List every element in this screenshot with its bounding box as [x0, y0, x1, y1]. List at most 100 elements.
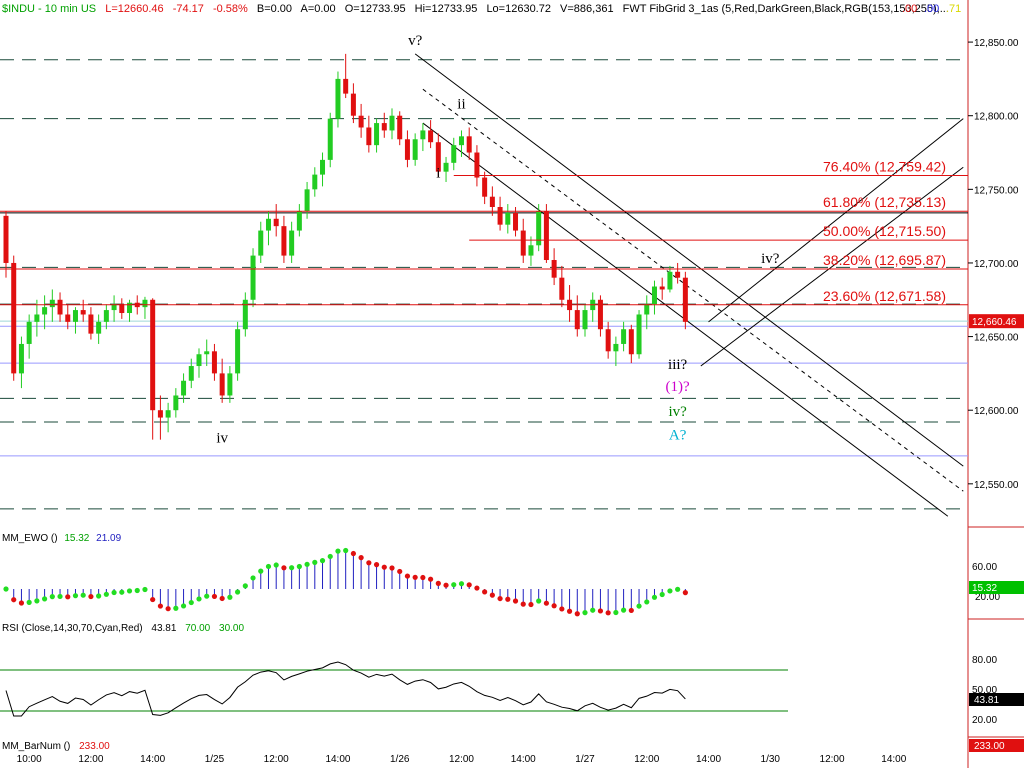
candle-body-79 [613, 343, 619, 352]
ewo-dot-87 [675, 586, 681, 592]
candle-body-50 [389, 115, 395, 131]
candle-body-30 [235, 329, 241, 374]
ewo-dot-17 [134, 587, 140, 594]
ewo-tick-20: 20.00 [975, 592, 1000, 603]
ewo-dot-36 [281, 565, 287, 571]
candle-body-0 [3, 215, 9, 263]
ewo-dot-58 [451, 582, 457, 588]
header-tail1: .00 [902, 3, 917, 15]
candle-body-63 [489, 196, 495, 208]
candle-body-34 [265, 218, 271, 231]
ewo-dot-18 [142, 586, 148, 593]
ewo-dot-6 [49, 594, 55, 600]
rsi-name: RSI (Close,14,30,70,Cyan,Red) [2, 623, 143, 634]
candle-body-70 [543, 211, 549, 261]
ewo-dot-49 [381, 564, 387, 570]
ewo-last-box [969, 581, 1024, 594]
fib-labels: 76.40% (12,759.42) 61.80% (12,735.13) 50.0… [0, 158, 968, 306]
wave-label-5: iii? [668, 357, 688, 373]
header-bar: $INDU - 10 min US L=12660.46 -74.17 -0.5… [2, 3, 949, 15]
candle-body-16 [127, 302, 133, 314]
ewo-dot-0 [3, 586, 9, 592]
candle-body-80 [621, 329, 627, 344]
ewo-dot-59 [458, 581, 465, 587]
candle-body-13 [103, 310, 109, 322]
rsi-last-label: 43.81 [974, 695, 999, 706]
ewo-dot-48 [373, 562, 380, 568]
header-high: Hi=12733.95 [415, 3, 478, 15]
candle-body-1 [11, 262, 17, 374]
ewo-dot-42 [327, 553, 333, 560]
ewo-dot-8 [65, 594, 71, 600]
candle-body-56 [435, 142, 441, 172]
last-price-label: 12,660.46 [972, 317, 1017, 328]
ewo-dot-16 [126, 588, 133, 594]
candle-body-86 [667, 271, 673, 290]
candle-body-5 [42, 307, 48, 315]
candle-body-40 [312, 174, 318, 190]
ewo-dot-57 [443, 582, 449, 588]
ewo-dot-79 [613, 609, 619, 616]
wave-label-4: iv? [761, 251, 780, 267]
ewo-dot-46 [358, 555, 364, 561]
header-study: FWT FibGrid 3_1as (5,Red,DarkGreen,Black… [623, 3, 949, 15]
candle-body-49 [381, 123, 387, 131]
candle-body-4 [34, 314, 40, 322]
candle-body-23 [181, 380, 187, 396]
time-axis: 10:00 12:00 14:00 1/25 12:00 14:00 1/26 12:00 14… [17, 754, 907, 765]
ewo-dot-65 [505, 596, 511, 602]
candle-body-64 [497, 207, 503, 225]
price-axis: 12,850.00 12,800.00 12,750.00 12,700.00 12,6… [968, 38, 1024, 491]
header-bid: B=0.00 [257, 3, 292, 15]
time-label-13: 12:00 [820, 754, 845, 765]
rsi-tick-80: 80.00 [972, 655, 997, 666]
header-open: O=12733.95 [345, 3, 406, 15]
candle-body-87 [675, 271, 681, 278]
ewo-dot-34 [265, 563, 272, 570]
ewo-dot-26 [204, 593, 210, 599]
ewo-value2: 21.09 [96, 533, 121, 544]
candle-body-33 [258, 230, 264, 256]
time-label-11: 14:00 [696, 754, 721, 765]
candle-body-19 [150, 299, 156, 411]
ewo-dot-3 [26, 599, 32, 605]
ewo-dot-67 [520, 601, 526, 607]
header-symbol: $INDU - 10 min US [2, 3, 96, 15]
ewo-dot-41 [319, 558, 326, 564]
ewo-dot-5 [42, 596, 48, 602]
candle-body-61 [474, 152, 480, 178]
ewo-dot-85 [659, 591, 665, 598]
ewo-dot-33 [258, 568, 264, 574]
candle-body-6 [49, 299, 55, 308]
ewo-dot-64 [497, 595, 503, 602]
candles [3, 53, 688, 440]
price-tick-label-3: 12,700.00 [974, 259, 1019, 270]
candle-body-84 [651, 286, 657, 305]
ewo-dot-80 [621, 607, 627, 613]
candle-body-12 [96, 321, 102, 334]
ewo-dot-53 [412, 574, 418, 580]
ewo-dot-56 [435, 580, 441, 586]
ewo-dot-37 [289, 565, 295, 571]
candle-body-43 [335, 78, 341, 119]
price-tick-label-5: 12,600.00 [974, 406, 1019, 417]
candle-body-59 [458, 136, 464, 146]
rsi-title: RSI (Close,14,30,70,Cyan,Red) 43.81 70.0… [2, 623, 244, 634]
candle-body-38 [296, 211, 302, 231]
rsi-last-box [969, 693, 1024, 706]
candle-body-39 [304, 189, 310, 212]
ewo-last-label: 15.32 [972, 583, 997, 594]
candle-body-51 [397, 115, 403, 140]
ewo-dot-32 [250, 575, 256, 581]
candle-body-32 [250, 255, 256, 300]
ewo-dot-82 [636, 603, 642, 609]
ewo-dot-54 [420, 574, 426, 581]
candle-body-24 [188, 366, 194, 381]
candle-body-82 [636, 314, 642, 355]
ewo-dot-55 [428, 576, 434, 582]
time-label-8: 14:00 [511, 754, 536, 765]
ewo-title: MM_EWO () 15.32 21.09 [2, 533, 122, 544]
ewo-dot-76 [590, 607, 596, 613]
ewo-dot-66 [512, 598, 519, 604]
